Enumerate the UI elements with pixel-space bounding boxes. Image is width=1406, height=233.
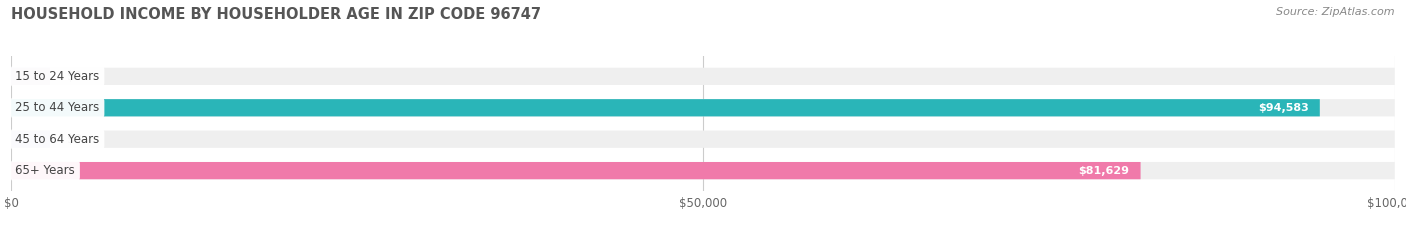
Text: $81,629: $81,629: [1078, 166, 1129, 176]
Text: HOUSEHOLD INCOME BY HOUSEHOLDER AGE IN ZIP CODE 96747: HOUSEHOLD INCOME BY HOUSEHOLDER AGE IN Z…: [11, 7, 541, 22]
Text: $0: $0: [66, 133, 82, 146]
FancyBboxPatch shape: [11, 162, 1140, 179]
FancyBboxPatch shape: [11, 99, 1395, 116]
Text: $94,583: $94,583: [1258, 103, 1309, 113]
FancyBboxPatch shape: [11, 162, 1395, 179]
FancyBboxPatch shape: [11, 68, 1395, 85]
Text: 45 to 64 Years: 45 to 64 Years: [15, 133, 100, 146]
FancyBboxPatch shape: [11, 130, 1395, 148]
FancyBboxPatch shape: [11, 130, 51, 148]
Text: 15 to 24 Years: 15 to 24 Years: [15, 70, 100, 83]
Text: $0: $0: [66, 70, 82, 83]
Text: 65+ Years: 65+ Years: [15, 164, 75, 177]
Text: 25 to 44 Years: 25 to 44 Years: [15, 101, 100, 114]
FancyBboxPatch shape: [11, 99, 1320, 116]
Text: Source: ZipAtlas.com: Source: ZipAtlas.com: [1277, 7, 1395, 17]
FancyBboxPatch shape: [11, 68, 51, 85]
